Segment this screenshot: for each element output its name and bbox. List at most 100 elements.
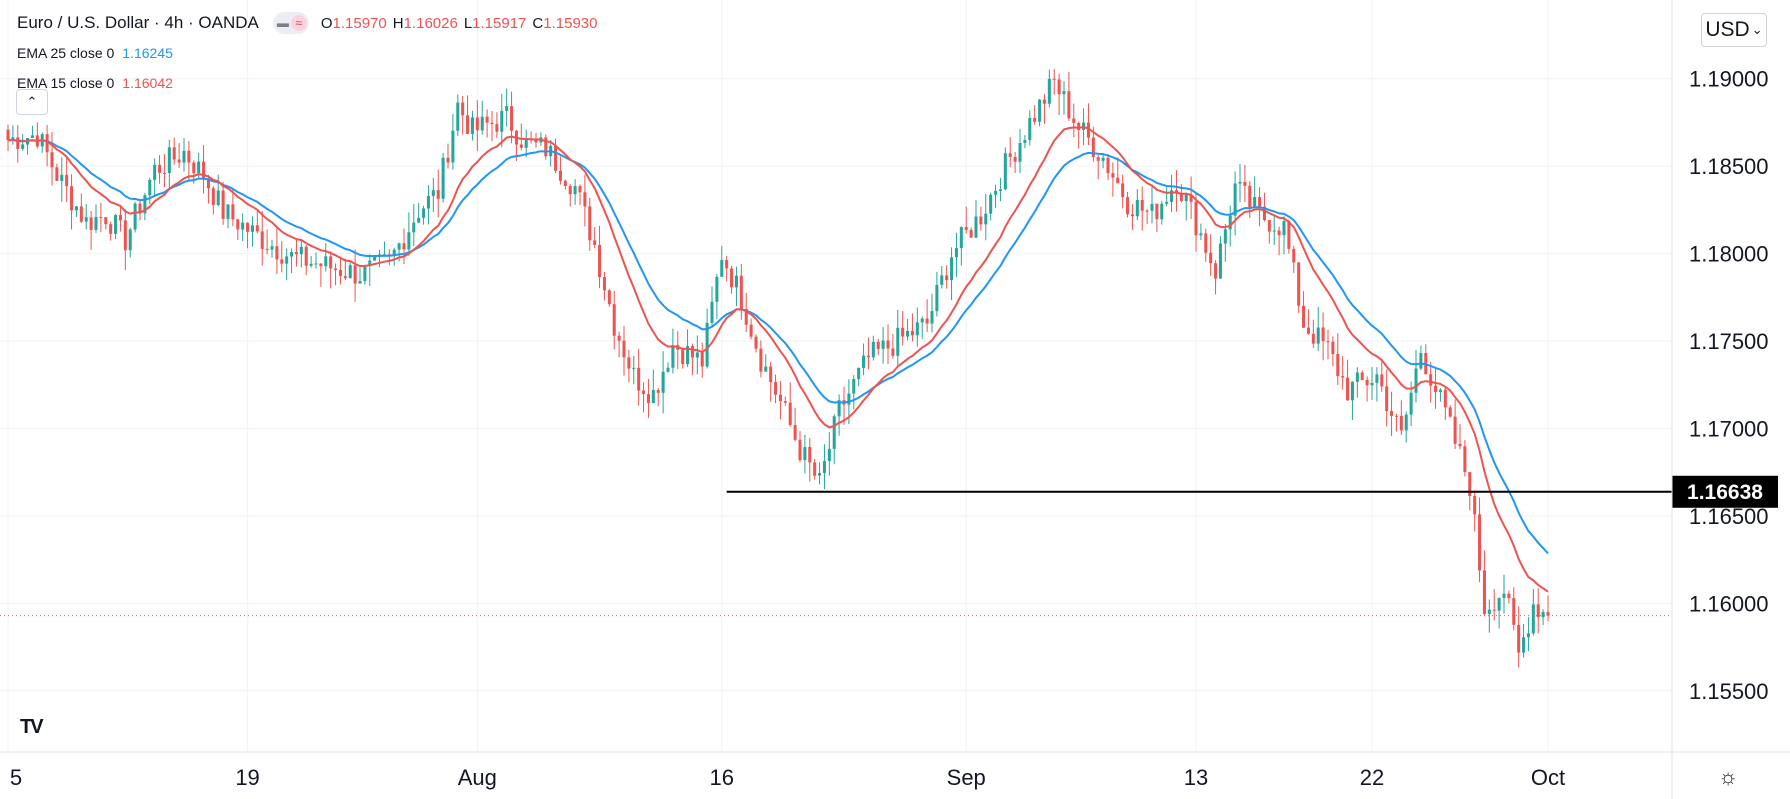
candle-body [979,216,983,225]
candle-body [1199,233,1203,236]
candle-body [192,162,196,174]
candle-body [490,122,494,125]
candle-body [1145,210,1149,212]
candle-body [1346,377,1350,401]
candle-body [280,259,284,264]
candle-body [1282,221,1286,236]
indicator-label: EMA 15 close 0 [17,75,115,91]
candle-body [143,195,147,214]
candle-body [475,117,479,131]
candle-body [417,217,421,223]
candle-body [783,401,787,403]
candle-body [910,330,914,336]
candle-body [470,117,474,134]
collapse-legend-button[interactable]: ⌃ [16,89,48,115]
indicator-ema15[interactable]: EMA 15 close 0 1.16042 [17,68,603,98]
candle-body [109,224,113,234]
candle-body [1394,415,1398,417]
tradingview-logo[interactable]: TV [20,716,44,738]
candle-body [138,203,142,214]
candle-body [1091,137,1095,158]
candle-body [221,190,225,219]
candle-body [808,447,812,463]
candle-body [1150,203,1154,211]
candle-body [739,275,743,309]
ohlc-high: H1.16026 [392,14,458,32]
candle-body [1438,389,1442,393]
candle-body [1101,157,1105,161]
candle-body [871,341,875,358]
candle-body [681,349,685,365]
candle-body [1419,353,1423,369]
chart-legend: Euro / U.S. Dollar · 4h · OANDA ▬ ≈ O1.1… [17,8,603,98]
candle-body [104,217,108,225]
candle-body [422,208,426,218]
candle-body [1028,118,1032,141]
candle-body [294,252,298,255]
candle-body [1272,230,1276,232]
candle-body [1223,229,1227,244]
candle-body [901,327,905,337]
price-tick-label: 1.18500 [1689,154,1769,179]
support-level[interactable]: 1.16638 [726,475,1778,508]
candle-body [1370,382,1374,386]
candle-body [94,216,98,230]
candle-body [1546,611,1550,616]
candle-body [744,308,748,325]
candle-body [1414,368,1418,393]
candle-body [329,256,333,269]
candle-body [1062,91,1066,95]
candle-body [431,190,435,196]
price-tick-label: 1.18000 [1689,242,1769,267]
candle-body [324,256,328,267]
candle-body [1194,201,1198,236]
candle-body [1487,609,1491,614]
gear-icon[interactable]: ☼ [1718,764,1739,789]
candle-body [1497,597,1501,611]
candle-body [167,147,171,174]
candle-body [769,366,773,383]
ema15-line [7,126,1549,593]
candle-body [1243,181,1247,186]
candle-body [1170,190,1174,202]
candle-body [1526,633,1530,638]
status-badge[interactable]: ▬ ≈ [272,12,309,34]
time-tick-label: 16 [710,765,734,790]
candle-body [788,402,792,426]
currency-label: USD [1705,18,1750,41]
candle-body [441,157,445,199]
candle-body [637,367,641,391]
candle-body [1326,341,1330,343]
candle-body [1522,637,1526,653]
time-tick-label: Aug [458,765,497,790]
candle-body [1277,230,1281,236]
candle-body [70,186,74,211]
candle-body [1443,389,1447,408]
candle-body [255,225,259,232]
candle-body [1057,79,1061,95]
candle-body [651,390,655,404]
time-tick-label: 22 [1360,765,1384,790]
candle-body [920,318,924,323]
candle-body [989,194,993,214]
symbol-title[interactable]: Euro / U.S. Dollar · 4h · OANDA [17,13,259,32]
candle-body [392,249,396,256]
candle-body [1355,372,1359,382]
candle-body [896,327,900,356]
candle-body [661,371,665,393]
candle-body [485,116,489,123]
candle-body [373,255,377,261]
candle-body [1429,374,1433,386]
candle-body [1531,604,1535,634]
candle-body [930,311,934,324]
candle-body [1316,327,1320,344]
candle-body [1096,157,1100,161]
candle-body [89,217,93,230]
currency-button[interactable]: USD ⌄ [1701,13,1767,47]
candle-body [837,400,841,417]
indicator-ema25[interactable]: EMA 25 close 0 1.16245 [17,38,603,68]
candle-body [710,301,714,323]
candle-body [158,164,162,173]
candle-body [1155,203,1159,220]
